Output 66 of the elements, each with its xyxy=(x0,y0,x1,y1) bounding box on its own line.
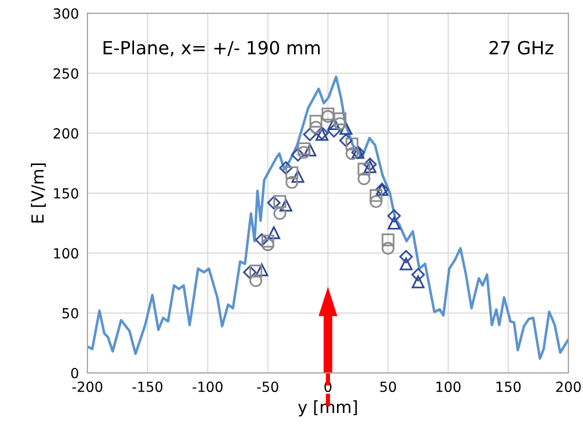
x-tick-label: 200 xyxy=(556,382,581,392)
x-tick-label: -100 xyxy=(192,382,223,392)
point xyxy=(291,148,305,162)
annotation: 27 GHz xyxy=(490,40,554,55)
point xyxy=(279,198,292,212)
point xyxy=(412,275,425,288)
x-tick-label: -50 xyxy=(257,382,278,392)
point xyxy=(310,114,322,128)
point xyxy=(267,226,280,240)
point xyxy=(322,108,334,120)
point xyxy=(370,195,382,208)
point xyxy=(399,250,413,264)
point xyxy=(340,122,352,135)
point xyxy=(285,176,298,189)
point xyxy=(346,147,358,160)
point xyxy=(261,234,274,248)
point xyxy=(334,112,346,126)
x-tick-label: 150 xyxy=(496,382,521,392)
point xyxy=(291,170,304,183)
point xyxy=(346,138,358,150)
x-axis-title: y [mm] xyxy=(298,400,357,416)
point xyxy=(249,264,262,278)
point xyxy=(243,266,257,279)
point xyxy=(358,162,370,176)
y-tick-label: 150 xyxy=(54,188,78,199)
y-tick-label: 100 xyxy=(54,248,78,259)
point xyxy=(261,238,274,252)
point xyxy=(279,161,293,175)
point xyxy=(388,216,400,230)
y-tick-label: 0 xyxy=(71,368,78,378)
x-tick-label: -150 xyxy=(132,382,162,392)
point xyxy=(255,263,268,276)
point xyxy=(382,242,394,255)
point xyxy=(334,117,346,130)
point xyxy=(327,124,341,138)
point xyxy=(400,257,412,270)
point xyxy=(285,166,298,180)
point xyxy=(298,146,310,159)
point xyxy=(370,189,382,202)
point xyxy=(249,274,262,288)
point xyxy=(322,110,334,123)
point xyxy=(328,117,340,130)
point xyxy=(303,128,317,142)
point xyxy=(339,134,353,148)
point xyxy=(298,142,310,156)
point xyxy=(273,207,286,220)
x-tick-label: -200 xyxy=(72,382,102,392)
point xyxy=(310,120,322,134)
y-tick-label: 200 xyxy=(54,128,78,139)
point xyxy=(364,160,376,174)
point xyxy=(267,196,281,210)
x-tick-label: 50 xyxy=(380,382,396,392)
point xyxy=(255,233,269,247)
line-series xyxy=(87,76,568,360)
y-axis-title: E [V/m] xyxy=(30,164,46,223)
y-tick-label: 250 xyxy=(54,68,78,79)
point xyxy=(273,195,286,208)
point xyxy=(411,268,425,282)
annotation: E-Plane, x= +/- 190 mm xyxy=(104,40,320,56)
point xyxy=(382,234,394,246)
y-tick-label: 50 xyxy=(62,308,78,318)
point xyxy=(358,172,370,186)
point xyxy=(304,144,316,156)
x-tick-label: 100 xyxy=(436,382,461,392)
point xyxy=(387,209,401,223)
y-tick-label: 300 xyxy=(54,8,78,19)
